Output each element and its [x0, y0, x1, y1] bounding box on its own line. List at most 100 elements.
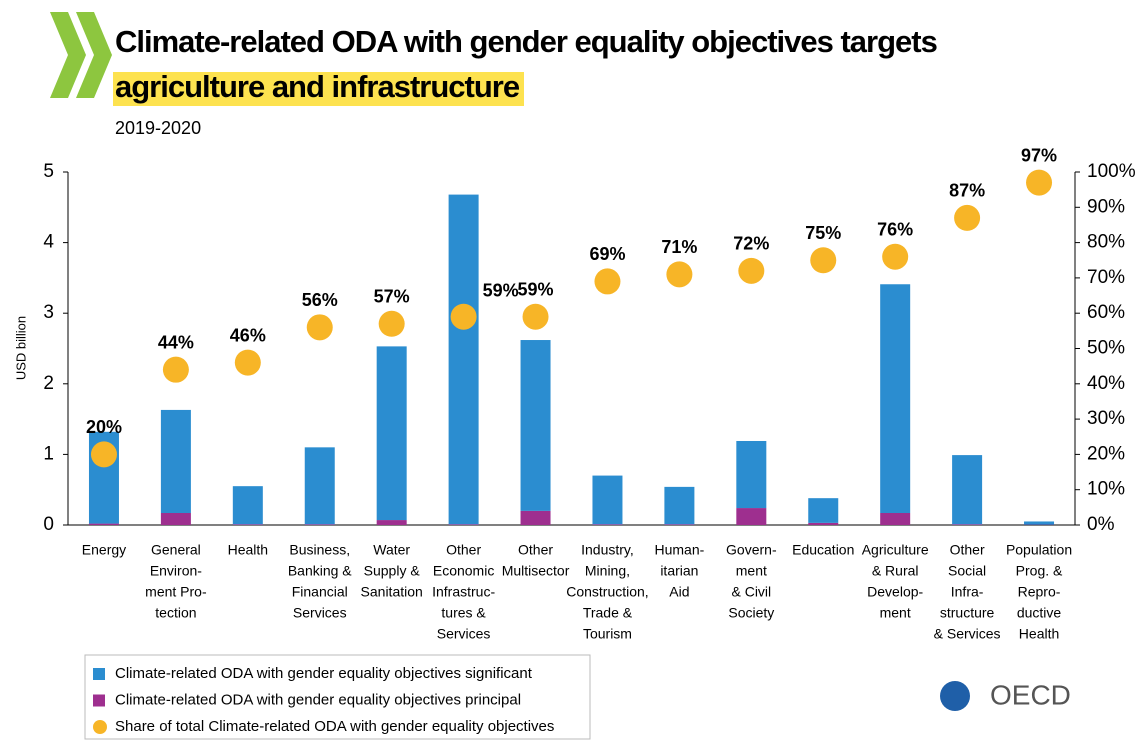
dot — [234, 349, 261, 376]
value-label: 75% — [805, 223, 841, 243]
bar — [592, 524, 623, 525]
y2-tick-label: 60% — [1087, 302, 1125, 323]
y2-tick-label: 40% — [1087, 373, 1125, 394]
x-tick-label: Infra- — [951, 584, 984, 600]
y2-tick-label: 80% — [1087, 232, 1125, 253]
legend-marker — [93, 668, 105, 680]
x-tick-label: Sanitation — [361, 584, 423, 600]
x-tick-label: ment — [736, 563, 767, 579]
value-label: 46% — [230, 325, 266, 345]
dot — [522, 303, 549, 330]
bar — [448, 524, 479, 525]
bar — [880, 284, 911, 513]
y2-tick-label: 20% — [1087, 443, 1125, 464]
legend-label: Share of total Climate-related ODA with … — [115, 718, 554, 735]
bar — [808, 498, 839, 523]
dot — [594, 268, 621, 295]
bar — [448, 194, 479, 525]
dot — [450, 303, 477, 330]
logo-chevron — [50, 12, 86, 98]
value-label: 97% — [1021, 145, 1057, 165]
bar — [160, 512, 191, 525]
legend-label: Climate-related ODA with gender equality… — [115, 691, 521, 708]
logo-text: OECD — [990, 679, 1071, 710]
x-tick-label: Water — [373, 542, 410, 558]
legend-box — [84, 654, 591, 740]
y2-tick-label: 70% — [1087, 267, 1125, 288]
bar — [160, 409, 191, 513]
legend-marker — [93, 694, 105, 707]
bar — [664, 486, 695, 525]
x-tick-label: & Civil — [731, 584, 771, 600]
x-tick-label: Environ- — [150, 563, 202, 579]
value-label: 44% — [158, 332, 194, 352]
legend-marker — [93, 720, 107, 734]
bar — [376, 346, 407, 521]
x-tick-label: Develop- — [867, 584, 923, 600]
value-label: 56% — [302, 290, 338, 310]
x-tick-label: Industry, — [581, 542, 634, 558]
legend-label: Climate-related ODA with gender equality… — [115, 665, 533, 682]
bar — [808, 522, 839, 525]
x-tick-label: & Rural — [872, 563, 919, 579]
x-tick-label: tection — [155, 605, 196, 621]
x-tick-label: Human- — [654, 542, 704, 558]
y2-tick-label: 90% — [1087, 196, 1125, 217]
x-tick-label: Population — [1006, 542, 1072, 558]
bar — [304, 447, 335, 525]
x-tick-label: Services — [293, 605, 347, 621]
x-tick-label: itarian — [660, 563, 698, 579]
x-tick-label: Trade & — [583, 605, 633, 621]
x-tick-label: Repro- — [1018, 584, 1061, 600]
value-label: 72% — [733, 234, 769, 254]
value-label: 20% — [86, 417, 122, 437]
x-tick-label: Energy — [82, 542, 126, 558]
dot — [954, 204, 981, 231]
bar — [232, 524, 263, 525]
bar — [88, 523, 119, 525]
dot — [666, 261, 693, 288]
bar — [952, 524, 983, 525]
y2-tick-label: 50% — [1087, 338, 1125, 359]
y-tick-label: 0 — [43, 514, 54, 535]
dot — [162, 356, 189, 383]
bar — [592, 475, 623, 525]
y2-tick-label: 10% — [1087, 479, 1125, 500]
x-tick-label: Aid — [669, 584, 689, 600]
bar — [232, 486, 263, 525]
dot — [306, 314, 333, 341]
value-label: 59% — [483, 280, 519, 300]
y-tick-label: 1 — [43, 443, 54, 464]
x-tick-label: Supply & — [364, 563, 421, 579]
chart-subtitle: 2019-2020 — [115, 118, 201, 138]
x-tick-label: & Services — [934, 626, 1001, 642]
bar — [304, 524, 335, 525]
x-tick-label: Prog. & — [1016, 563, 1063, 579]
value-label: 87% — [949, 181, 985, 201]
x-tick-label: Business, — [289, 542, 350, 558]
bar — [736, 508, 767, 525]
x-tick-label: General — [151, 542, 201, 558]
bar — [664, 524, 695, 525]
chart-title: Climate-related ODA with gender equality… — [115, 24, 937, 59]
x-tick-label: Banking & — [288, 563, 352, 579]
x-tick-label: Other — [950, 542, 985, 558]
y2-tick-label: 30% — [1087, 408, 1125, 429]
bar — [520, 510, 551, 525]
value-label: 71% — [661, 237, 697, 257]
x-tick-label: ductive — [1017, 605, 1062, 621]
dot — [738, 257, 765, 284]
x-tick-label: structure — [940, 605, 995, 621]
y-tick-label: 3 — [43, 302, 54, 323]
bar — [736, 440, 767, 509]
x-tick-label: Infrastruc- — [432, 584, 495, 600]
x-tick-label: Social — [948, 563, 986, 579]
y2-tick-label: 0% — [1087, 514, 1115, 535]
dot — [810, 247, 837, 274]
logo-globe — [940, 681, 970, 711]
x-tick-label: Health — [228, 542, 268, 558]
y-axis-label: USD billion — [13, 316, 28, 380]
x-tick-label: Govern- — [726, 542, 777, 558]
logo-chevron — [76, 12, 112, 98]
y-tick-label: 4 — [43, 232, 54, 253]
